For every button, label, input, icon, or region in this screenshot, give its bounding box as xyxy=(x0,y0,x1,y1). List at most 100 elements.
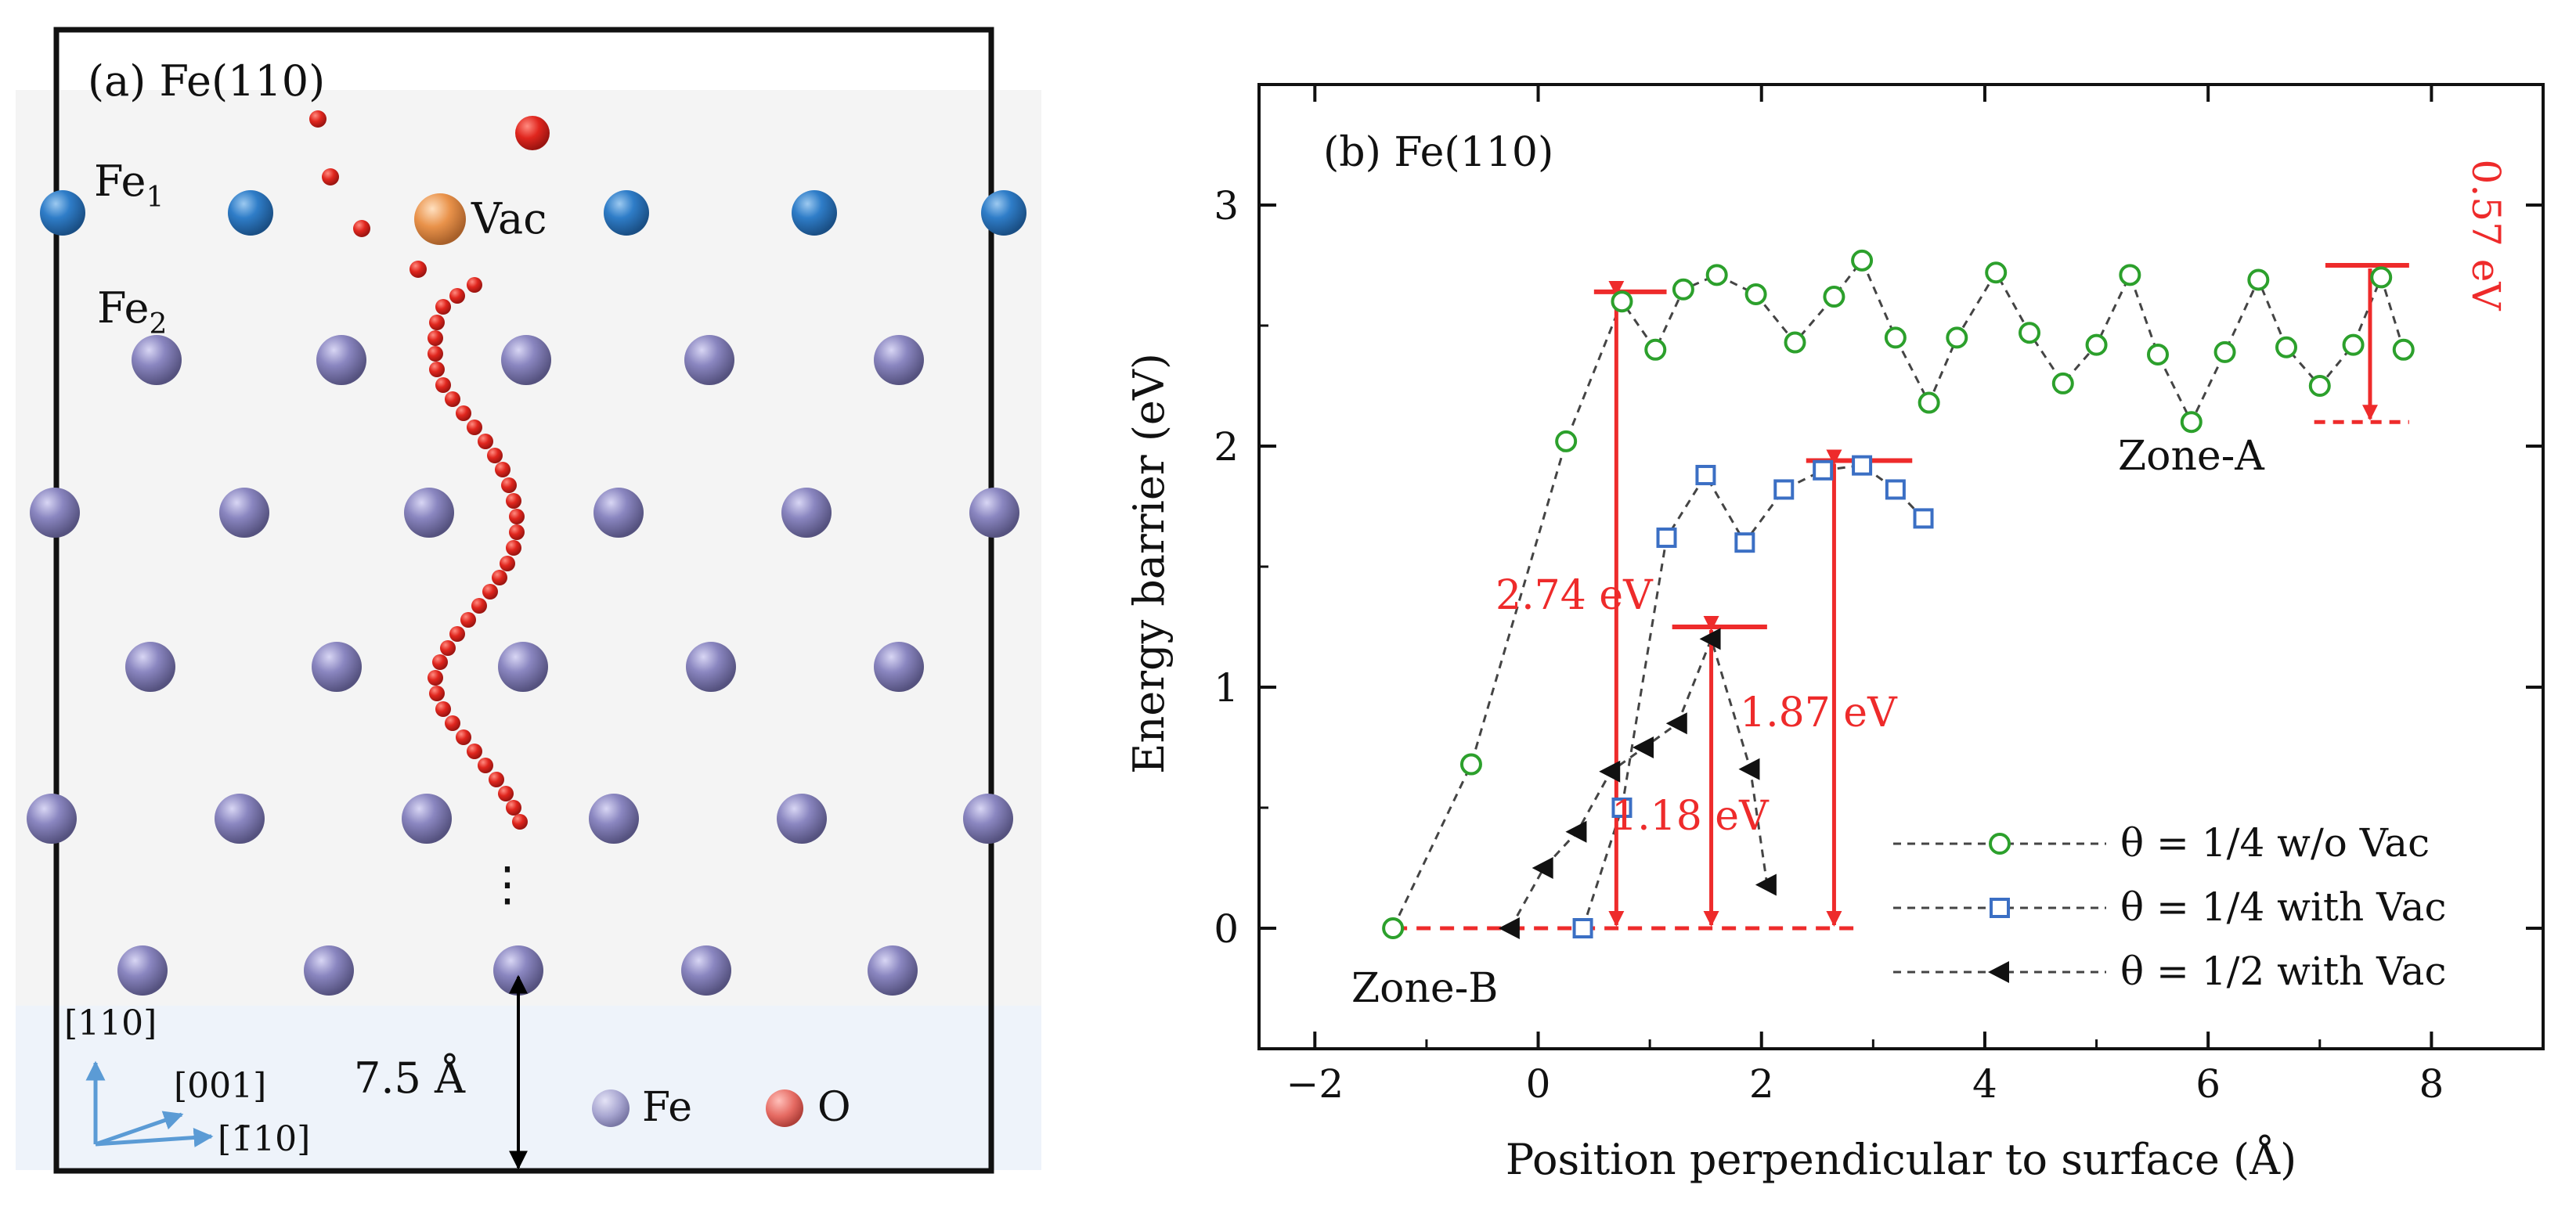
y-tick-label: 3 xyxy=(1214,183,1239,229)
fe-bulk-atom xyxy=(874,642,924,692)
fe-bulk-atom xyxy=(686,642,736,692)
fe-bulk-atom xyxy=(27,794,77,844)
oxygen-path-atom xyxy=(512,814,528,830)
vacancy-atom xyxy=(414,193,466,245)
axis-001-label: [001] xyxy=(174,1066,266,1106)
oxygen-path-atom xyxy=(482,584,498,600)
series-3-point xyxy=(1699,628,1721,650)
oxygen-path-atom xyxy=(509,524,525,540)
fe-bulk-atom xyxy=(312,642,362,692)
fe-bulk-atom xyxy=(777,794,827,844)
oxygen-adatom xyxy=(515,116,550,150)
legend-entry-1: θ = 1/4 w/o Vac xyxy=(2120,820,2430,866)
fe1-surface-atom xyxy=(40,190,85,236)
series-3-point xyxy=(1755,873,1777,896)
panel-a-label: (a) Fe(110) xyxy=(88,56,325,106)
oxygen-path-atom xyxy=(509,509,525,524)
y-tick-label: 1 xyxy=(1214,665,1239,711)
fe-bulk-atom xyxy=(681,945,731,996)
fe1-surface-atom xyxy=(981,190,1026,236)
series-2-point xyxy=(1885,479,1906,500)
y-tick-label: 0 xyxy=(1214,906,1239,952)
series-1-point xyxy=(2051,372,2074,394)
legend-o-swatch xyxy=(766,1089,803,1127)
legend-o-label: O xyxy=(817,1084,851,1131)
fe-bulk-atom xyxy=(589,794,639,844)
oxygen-path-atom xyxy=(506,800,521,816)
series-markers xyxy=(1382,249,2415,939)
fe-bulk-atom xyxy=(404,488,454,538)
x-tick-label: 4 xyxy=(1972,1061,1997,1107)
distance-label: 7.5 Å xyxy=(354,1052,466,1103)
oxygen-path xyxy=(309,110,550,830)
oxygen-path-atom xyxy=(489,772,504,787)
series-3-point xyxy=(1738,758,1760,780)
fe-bulk-atom xyxy=(316,335,366,385)
oxygen-path-atom xyxy=(449,288,465,304)
series-1-point xyxy=(2213,340,2236,363)
series-1-point xyxy=(1946,326,1968,349)
annotation-2-74-ev: 2.74 eV xyxy=(1495,572,1654,619)
fe-atom-lattice xyxy=(27,190,1026,996)
series-2-point xyxy=(1695,464,1716,485)
oxygen-path-atom xyxy=(506,493,521,509)
oxygen-path-atom xyxy=(435,701,451,717)
fe-bulk-atom xyxy=(493,945,543,996)
oxygen-path-atom xyxy=(495,462,511,477)
axes: −2 0 2 4 6 8 0 1 2 3 xyxy=(1214,85,2545,1107)
legend-fe-label: Fe xyxy=(642,1084,692,1131)
series-1-point xyxy=(1555,430,1578,452)
fe-bulk-atom xyxy=(117,945,168,996)
x-tick-label: 8 xyxy=(2419,1061,2444,1107)
x-tick-label: 0 xyxy=(1526,1061,1551,1107)
series-1-point xyxy=(1744,283,1767,305)
series-1-point xyxy=(2247,268,2270,291)
oxygen-path-atom xyxy=(456,729,471,745)
series-1-point xyxy=(1382,917,1405,939)
fe-bulk-atom xyxy=(874,335,924,385)
fe-bulk-atom xyxy=(125,642,175,692)
oxygen-path-atom xyxy=(429,362,445,377)
x-tick-label: 2 xyxy=(1749,1061,1774,1107)
series-1-point xyxy=(2392,338,2415,361)
fe-bulk-atom xyxy=(498,642,548,692)
series-1-point xyxy=(1705,264,1728,286)
oxygen-path-atom xyxy=(467,277,482,293)
fe-bulk-atom xyxy=(215,794,265,844)
series-2-point xyxy=(1611,798,1633,818)
annotation-0-57-ev: 0.57 eV xyxy=(2463,160,2509,312)
series-2-point xyxy=(1773,479,1795,500)
fe-bulk-atom xyxy=(30,488,80,538)
crystal-axes: [110] [001] [1̄10] xyxy=(64,1003,310,1159)
y-tick-label: 2 xyxy=(1214,424,1239,470)
series-2-point xyxy=(1813,459,1834,481)
series-1-point xyxy=(2119,264,2141,286)
x-tick-label: 6 xyxy=(2195,1061,2221,1107)
oxygen-path-atom xyxy=(445,715,460,731)
legend-fe-swatch xyxy=(592,1089,630,1127)
fe-bulk-atom xyxy=(684,335,734,385)
series-1-point xyxy=(1459,753,1482,776)
oxygen-path-atom xyxy=(456,405,471,421)
series-1-point xyxy=(2275,336,2297,358)
fe1-surface-atom xyxy=(228,190,273,236)
series-1-point xyxy=(1884,326,1907,349)
oxygen-path-atom xyxy=(432,654,448,670)
oxygen-path-atom xyxy=(501,477,517,493)
series-1-point xyxy=(2019,322,2040,344)
annotation-1-87-ev: 1.87 eV xyxy=(1740,690,1898,736)
legend-marker-1 xyxy=(1989,833,2011,855)
oxygen-path-atom xyxy=(445,391,460,407)
fe-bulk-atom xyxy=(304,945,354,996)
series-3-point xyxy=(1565,820,1587,843)
oxygen-path-atom xyxy=(460,612,476,628)
fe-bulk-atom xyxy=(132,335,182,385)
oxygen-path-atom xyxy=(500,556,515,571)
panel-b: (b) Fe(110) −2 0 2 4 6 8 0 1 2 3 Energy barrier (… xyxy=(1124,83,2545,1184)
oxygen-path-atom xyxy=(435,377,451,393)
series-1-point xyxy=(1985,261,2008,284)
series-1-point xyxy=(1611,290,1633,313)
series-2-point xyxy=(1656,528,1677,549)
panel-b-label: (b) Fe(110) xyxy=(1323,129,1553,176)
series-3-point xyxy=(1498,917,1520,939)
